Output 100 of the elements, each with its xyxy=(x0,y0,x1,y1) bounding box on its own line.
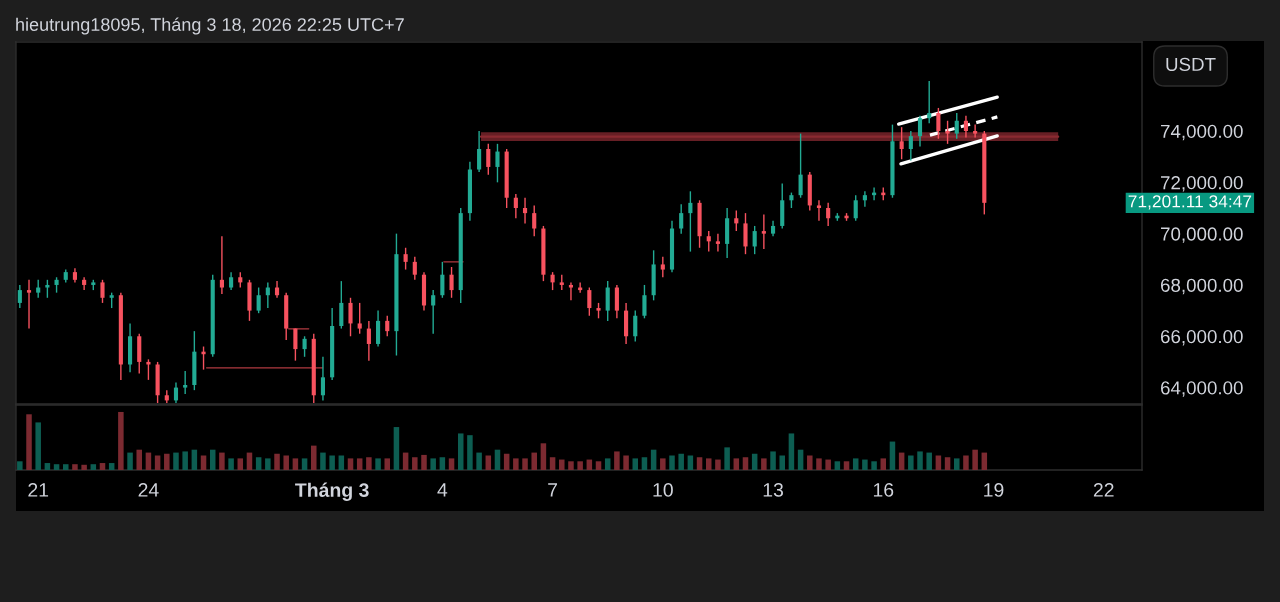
bar xyxy=(283,455,289,470)
bar xyxy=(228,458,234,470)
candlestick xyxy=(513,193,518,219)
candlestick xyxy=(357,302,362,335)
candlestick xyxy=(743,212,748,255)
bar xyxy=(467,435,473,470)
bar xyxy=(696,457,703,470)
bar xyxy=(421,454,427,470)
candlestick xyxy=(477,130,482,173)
bar xyxy=(954,458,960,470)
candlestick xyxy=(715,232,720,253)
bar xyxy=(724,447,730,470)
bar xyxy=(430,458,436,470)
candlestick xyxy=(734,209,739,232)
x-tick-label: 19 xyxy=(984,483,1004,497)
bar xyxy=(72,464,78,470)
bar xyxy=(678,453,684,470)
bar xyxy=(219,452,225,470)
y-tick-label: 66,000.00 xyxy=(1161,329,1243,346)
candlestick xyxy=(201,345,206,371)
bar xyxy=(816,458,822,470)
bar xyxy=(164,453,170,470)
candlestick xyxy=(532,204,537,237)
candlestick xyxy=(917,114,923,148)
bar xyxy=(779,455,785,470)
candlestick xyxy=(348,297,353,337)
candlestick xyxy=(945,120,950,145)
bar xyxy=(154,455,161,470)
bar xyxy=(770,451,776,470)
candlestick xyxy=(302,335,307,358)
bar xyxy=(173,452,179,470)
candlestick xyxy=(219,235,224,295)
bar xyxy=(880,458,887,470)
candlestick xyxy=(614,284,619,320)
candlestick xyxy=(688,190,693,253)
candlestick xyxy=(568,281,574,302)
candlestick xyxy=(173,381,179,404)
y-tick-label: 68,000.00 xyxy=(1161,278,1243,295)
bar xyxy=(871,461,877,470)
y-tick-label: 72,000.00 xyxy=(1161,176,1243,192)
bar xyxy=(641,457,648,470)
bar xyxy=(531,452,537,470)
bar xyxy=(559,459,565,470)
bar xyxy=(669,455,675,470)
bar xyxy=(375,458,381,470)
bar xyxy=(742,457,749,470)
candlestick xyxy=(798,132,803,199)
candlestick xyxy=(679,203,684,235)
candlestick xyxy=(256,286,261,314)
x-tick-label: 21 xyxy=(28,483,49,497)
bar xyxy=(136,449,142,470)
bar xyxy=(347,458,354,470)
bar xyxy=(476,452,482,470)
candlestick xyxy=(339,280,344,330)
bar xyxy=(825,459,831,470)
x-tick-label: 7 xyxy=(548,483,558,497)
y-tick-label: 74,000.00 xyxy=(1161,124,1243,141)
candlestick xyxy=(826,202,831,227)
bar xyxy=(35,422,41,470)
bar xyxy=(623,455,629,470)
candlestick xyxy=(908,130,913,162)
bar xyxy=(908,455,914,470)
bar xyxy=(255,457,262,470)
candlestick xyxy=(403,247,408,271)
bar xyxy=(761,458,767,470)
bar xyxy=(733,458,740,470)
y-tick-label: 70,000.00 xyxy=(1161,227,1243,243)
bar xyxy=(265,458,271,470)
annotation: 71,201.11 34:47 xyxy=(1128,195,1252,210)
candlestick xyxy=(431,289,436,335)
candlestick xyxy=(495,143,500,184)
candlestick xyxy=(366,320,371,362)
bar xyxy=(366,457,372,470)
candlestick xyxy=(440,261,445,299)
candlestick xyxy=(17,284,22,309)
bar xyxy=(301,458,308,470)
bar xyxy=(540,443,547,470)
x-tick-label: 10 xyxy=(653,483,673,497)
bar xyxy=(292,458,299,470)
bar xyxy=(356,458,363,470)
candlestick xyxy=(587,286,592,317)
bar xyxy=(834,461,841,470)
candlestick xyxy=(412,256,417,281)
bar xyxy=(944,457,951,470)
candlestick xyxy=(522,197,528,225)
bar xyxy=(549,457,556,470)
candlestick xyxy=(927,80,932,125)
bar xyxy=(788,433,795,470)
bar xyxy=(81,464,87,470)
bar xyxy=(632,458,639,470)
candlestick xyxy=(100,279,105,304)
bar xyxy=(44,463,51,470)
candlestick xyxy=(963,114,969,139)
bar xyxy=(972,449,978,470)
bar xyxy=(99,463,106,470)
bar xyxy=(320,452,326,470)
bar xyxy=(807,455,813,470)
candlestick xyxy=(973,123,978,139)
bar xyxy=(935,455,942,470)
candlestick xyxy=(26,279,32,330)
